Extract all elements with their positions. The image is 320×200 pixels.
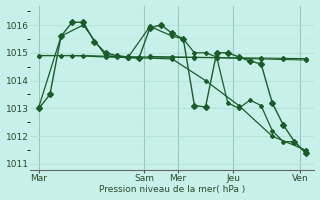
X-axis label: Pression niveau de la mer( hPa ): Pression niveau de la mer( hPa ) <box>99 185 245 194</box>
